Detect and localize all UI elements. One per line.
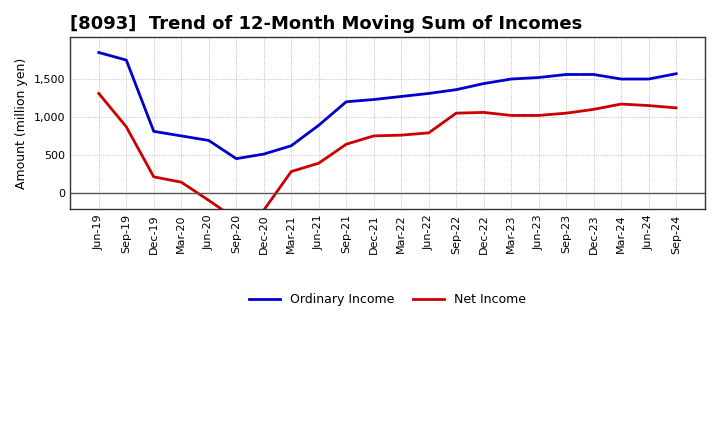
- Ordinary Income: [534, 75, 543, 80]
- Net Income: [452, 110, 461, 116]
- Net Income: [342, 142, 351, 147]
- Ordinary Income: [232, 156, 240, 161]
- Ordinary Income: [287, 143, 295, 148]
- Ordinary Income: [590, 72, 598, 77]
- Net Income: [122, 124, 130, 129]
- Ordinary Income: [204, 138, 213, 143]
- Net Income: [590, 107, 598, 112]
- Ordinary Income: [369, 97, 378, 102]
- Ordinary Income: [480, 81, 488, 86]
- Ordinary Income: [315, 123, 323, 128]
- Ordinary Income: [562, 72, 570, 77]
- Net Income: [259, 208, 268, 213]
- Net Income: [534, 113, 543, 118]
- Ordinary Income: [617, 77, 626, 82]
- Ordinary Income: [424, 91, 433, 96]
- Net Income: [480, 110, 488, 115]
- Net Income: [150, 174, 158, 180]
- Net Income: [94, 91, 103, 96]
- Net Income: [424, 130, 433, 136]
- Net Income: [644, 103, 653, 108]
- Net Income: [287, 169, 295, 174]
- Ordinary Income: [507, 77, 516, 82]
- Net Income: [232, 216, 240, 222]
- Legend: Ordinary Income, Net Income: Ordinary Income, Net Income: [243, 288, 531, 311]
- Line: Net Income: Net Income: [99, 93, 676, 219]
- Ordinary Income: [672, 71, 680, 77]
- Net Income: [204, 198, 213, 203]
- Net Income: [562, 110, 570, 116]
- Net Income: [672, 105, 680, 110]
- Net Income: [369, 133, 378, 139]
- Net Income: [397, 132, 405, 138]
- Ordinary Income: [177, 133, 186, 139]
- Ordinary Income: [150, 129, 158, 134]
- Net Income: [315, 161, 323, 166]
- Net Income: [617, 101, 626, 106]
- Ordinary Income: [122, 58, 130, 63]
- Net Income: [177, 180, 186, 185]
- Ordinary Income: [644, 77, 653, 82]
- Text: [8093]  Trend of 12-Month Moving Sum of Incomes: [8093] Trend of 12-Month Moving Sum of I…: [70, 15, 582, 33]
- Ordinary Income: [452, 87, 461, 92]
- Ordinary Income: [342, 99, 351, 104]
- Line: Ordinary Income: Ordinary Income: [99, 52, 676, 159]
- Ordinary Income: [397, 94, 405, 99]
- Ordinary Income: [94, 50, 103, 55]
- Ordinary Income: [259, 151, 268, 157]
- Y-axis label: Amount (million yen): Amount (million yen): [15, 58, 28, 189]
- Net Income: [507, 113, 516, 118]
